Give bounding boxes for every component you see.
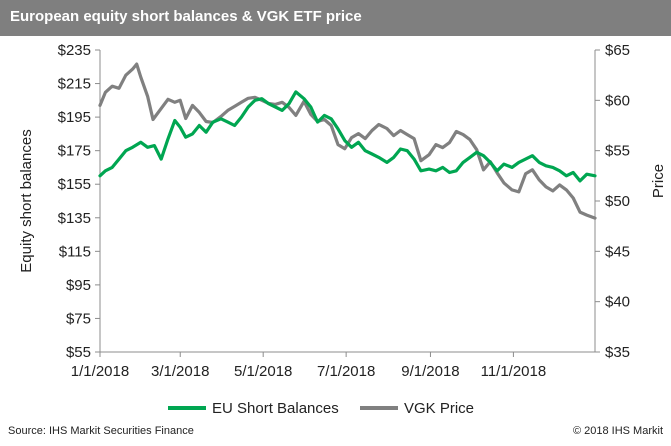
y-tick-label: $155 [58,176,91,193]
x-tick-label: 1/1/2018 [71,363,129,380]
y-tick-label: $135 [58,210,91,227]
y2-axis-title: Price [650,164,667,198]
y2-tick-label: $55 [605,143,630,160]
source-note: Source: IHS Markit Securities Finance [8,425,194,437]
y-tick-label: $55 [66,344,91,361]
y-tick-label: $175 [58,143,91,160]
x-tick-label: 9/1/2018 [401,363,459,380]
y-tick-label: $235 [58,42,91,59]
x-tick-label: 11/1/2018 [481,363,547,380]
x-tick-label: 5/1/2018 [234,363,292,380]
x-tick-label: 3/1/2018 [151,363,209,380]
y2-tick-label: $45 [605,243,630,260]
y-tick-label: $195 [58,109,91,126]
x-tick-label: 7/1/2018 [317,363,375,380]
y-tick-label: $115 [59,243,91,260]
y2-tick-label: $35 [605,344,630,361]
eu-short-balances-line [98,90,597,183]
copyright-note: © 2018 IHS Markit [572,425,663,437]
y-axis-title: Equity short balances [18,129,35,272]
legend-eu-short-balances-label: EU Short Balances [212,400,339,417]
y2-tick-label: $40 [605,294,630,311]
y-tick-label: $95 [66,277,91,294]
y-tick-label: $215 [58,76,91,93]
y-tick-label: $75 [66,310,91,327]
y2-tick-label: $65 [605,42,630,59]
y2-tick-label: $60 [605,92,630,109]
vgk-price-line [98,62,597,220]
title-bar: European equity short balances & VGK ETF… [0,0,671,36]
legend-vgk-price-label: VGK Price [404,400,474,417]
y2-tick-label: $50 [605,193,630,210]
chart-title: European equity short balances & VGK ETF… [10,8,362,25]
